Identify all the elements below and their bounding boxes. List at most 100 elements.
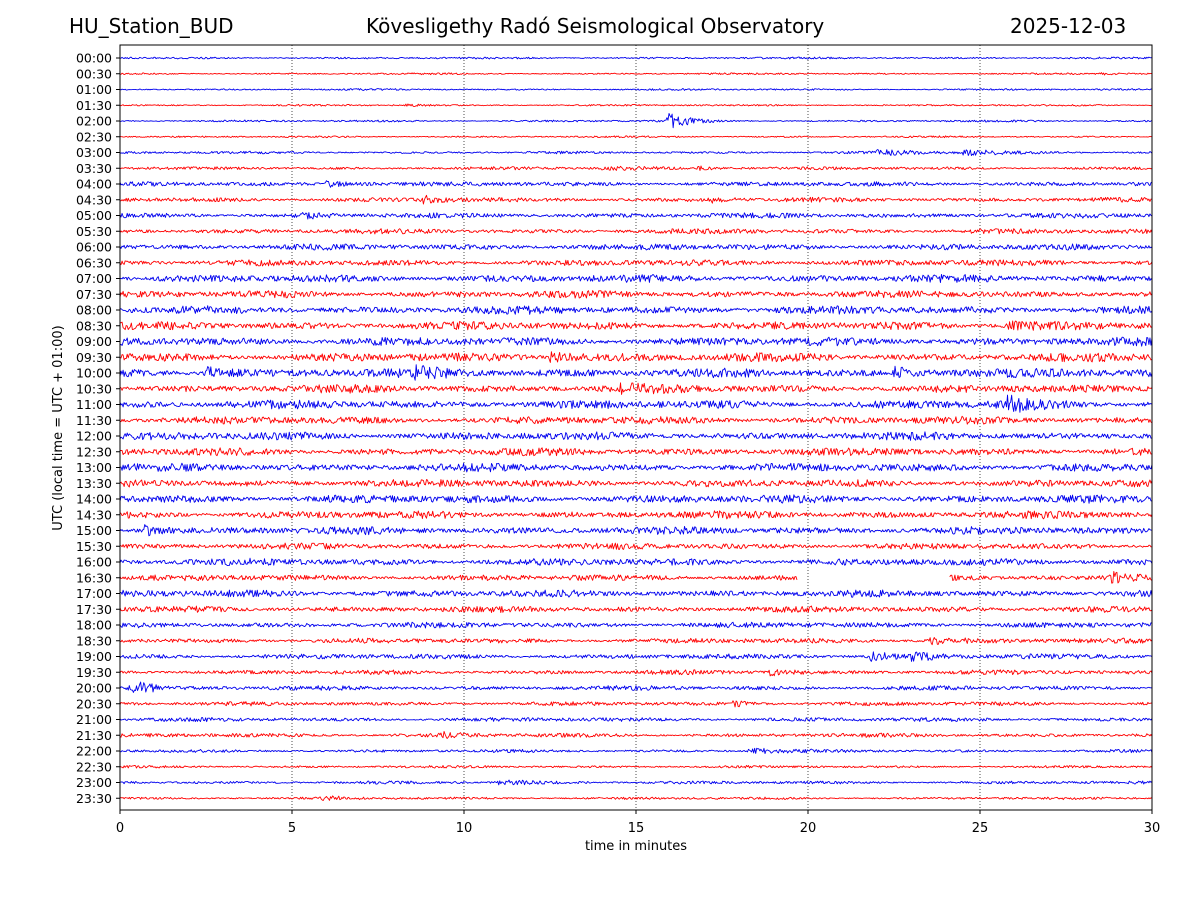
y-tick-label: 20:30 <box>76 696 112 711</box>
trace-row-1300 <box>119 462 1153 473</box>
trace-row-0800 <box>119 305 1153 315</box>
x-axis-label: time in minutes <box>585 839 687 854</box>
trace-row-1730 <box>119 605 1153 613</box>
y-axis-label: UTC (local time = UTC + 01:00) <box>51 325 66 530</box>
trace-row-0200 <box>119 113 1153 129</box>
y-tick-label: 11:30 <box>76 413 112 428</box>
trace-row-0700 <box>119 273 1153 283</box>
y-tick-label: 13:30 <box>76 476 112 491</box>
y-tick-label: 06:00 <box>76 240 112 255</box>
station-code: HU_Station_BUD <box>69 14 234 38</box>
y-tick-label: 16:00 <box>76 555 112 570</box>
trace-row-1100 <box>119 394 1153 413</box>
trace-row-2300 <box>119 779 1153 786</box>
trace-row-2230 <box>119 764 1153 769</box>
trace-row-0530 <box>119 228 1153 235</box>
trace-row-0030 <box>119 72 1153 76</box>
y-tick-label: 11:00 <box>76 397 112 412</box>
trace-row-0130 <box>119 103 1153 108</box>
trace-row-0500 <box>119 212 1153 220</box>
y-tick-label: 21:00 <box>76 712 112 727</box>
x-tick-label: 30 <box>1144 821 1161 836</box>
trace-row-0300 <box>119 149 1153 157</box>
y-tick-label: 08:00 <box>76 303 112 318</box>
trace-row-2200 <box>119 747 1153 755</box>
x-tick-label: 20 <box>800 821 817 836</box>
observatory-title: Kövesligethy Radó Seismological Observat… <box>366 14 825 38</box>
y-tick-label: 15:00 <box>76 523 112 538</box>
y-tick-label: 17:00 <box>76 586 112 601</box>
trace-row-0000 <box>120 56 1153 60</box>
y-tick-label: 01:30 <box>76 98 112 113</box>
trace-row-1600 <box>119 557 1153 567</box>
trace-row-0330 <box>119 165 1153 171</box>
trace-row-2000 <box>119 681 1153 693</box>
y-tick-label: 08:30 <box>76 318 112 333</box>
y-tick-label: 10:00 <box>76 366 112 381</box>
trace-row-0900 <box>119 336 1153 347</box>
y-tick-label: 01:00 <box>76 82 112 97</box>
trace-row-2100 <box>119 716 1153 723</box>
trace-row-1330 <box>119 479 1153 488</box>
trace-row-1500 <box>119 524 1153 537</box>
trace-row-0930 <box>119 351 1153 363</box>
y-tick-label: 19:00 <box>76 649 112 664</box>
y-tick-label: 14:00 <box>76 492 112 507</box>
trace-row-0600 <box>119 243 1153 251</box>
trace-row-1800 <box>119 621 1153 629</box>
trace-row-1900 <box>119 651 1153 662</box>
trace-row-1230 <box>119 447 1153 457</box>
x-tick-label: 25 <box>972 821 989 836</box>
y-tick-label: 22:30 <box>76 759 112 774</box>
y-tick-label: 05:30 <box>76 224 112 239</box>
trace-row-1200 <box>119 431 1153 441</box>
trace-row-0730 <box>119 290 1153 299</box>
y-tick-label: 19:30 <box>76 665 112 680</box>
trace-row-2330 <box>119 795 1153 801</box>
y-tick-label: 12:00 <box>76 429 112 444</box>
y-tick-label: 09:00 <box>76 334 112 349</box>
x-tick-label: 0 <box>116 821 124 836</box>
trace-row-1000 <box>119 364 1153 381</box>
y-tick-label: 10:30 <box>76 381 112 396</box>
y-tick-label: 09:30 <box>76 350 112 365</box>
trace-row-1030 <box>119 382 1153 395</box>
y-tick-label: 02:00 <box>76 114 112 129</box>
trace-row-1930 <box>119 669 1153 677</box>
trace-row-2030 <box>119 700 1153 708</box>
y-tick-label: 22:00 <box>76 744 112 759</box>
trace-row-2130 <box>119 730 1153 739</box>
x-tick-label: 15 <box>628 821 645 836</box>
y-tick-label: 06:30 <box>76 255 112 270</box>
trace-row-0430 <box>119 194 1153 205</box>
x-axis: 0 5 10 15 20 25 30 <box>116 810 1160 836</box>
y-tick-label: 18:30 <box>76 633 112 648</box>
y-tick-label: 13:00 <box>76 460 112 475</box>
trace-row-0630 <box>119 259 1153 267</box>
y-axis: 00:0000:3001:0001:3002:0002:3003:0003:30… <box>76 51 120 806</box>
chart-date: 2025-12-03 <box>1010 14 1127 38</box>
y-tick-label: 14:30 <box>76 507 112 522</box>
grid-lines <box>291 45 981 810</box>
trace-row-1400 <box>119 494 1153 504</box>
trace-row-1630 <box>119 571 1153 584</box>
x-tick-label: 5 <box>288 821 296 836</box>
trace-row-0830 <box>119 320 1153 331</box>
x-tick-label: 10 <box>456 821 473 836</box>
y-tick-label: 16:30 <box>76 570 112 585</box>
trace-row-1530 <box>119 542 1153 550</box>
y-tick-label: 03:30 <box>76 161 112 176</box>
y-tick-label: 23:30 <box>76 791 112 806</box>
y-tick-label: 04:00 <box>76 177 112 192</box>
trace-group <box>119 56 1153 801</box>
y-tick-label: 00:30 <box>76 66 112 81</box>
y-tick-label: 04:30 <box>76 192 112 207</box>
y-tick-label: 07:30 <box>76 287 112 302</box>
y-tick-label: 03:00 <box>76 145 112 160</box>
y-tick-label: 00:00 <box>76 51 112 66</box>
trace-row-0100 <box>119 88 1153 91</box>
trace-row-0230 <box>119 135 1153 139</box>
trace-row-0400 <box>119 180 1153 188</box>
y-tick-label: 15:30 <box>76 539 112 554</box>
trace-row-1430 <box>119 510 1153 520</box>
